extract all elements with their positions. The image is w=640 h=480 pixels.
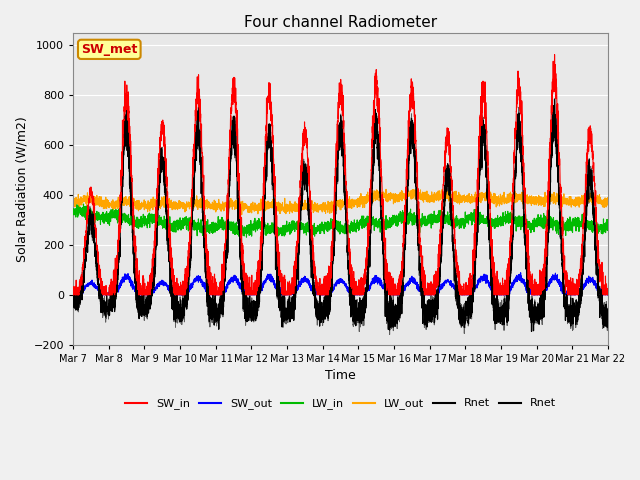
Rnet — [165, 258, 173, 264]
Line: LW_out: LW_out — [73, 189, 608, 215]
SW_out — [604, 292, 612, 298]
LW_in — [461, 217, 468, 223]
LW_in — [491, 216, 499, 222]
Line: SW_out: SW_out — [73, 273, 608, 295]
LW_in — [431, 215, 438, 220]
SW_out — [431, 291, 438, 297]
Rnet — [604, 308, 611, 313]
SW_in — [460, 288, 468, 294]
Line: SW_in: SW_in — [73, 55, 608, 295]
Legend: SW_in, SW_out, LW_in, LW_out, Rnet, Rnet: SW_in, SW_out, LW_in, LW_out, Rnet, Rnet — [120, 394, 561, 414]
Line: LW_in: LW_in — [73, 204, 608, 240]
LW_out — [604, 199, 612, 204]
Rnet — [491, 315, 499, 321]
LW_out — [431, 193, 438, 199]
SW_out — [604, 292, 611, 298]
Rnet — [528, 329, 536, 335]
LW_out — [461, 199, 468, 205]
Title: Four channel Radiometer: Four channel Radiometer — [244, 15, 437, 30]
LW_in — [166, 219, 173, 225]
Rnet — [431, 319, 438, 325]
Rnet — [321, 298, 328, 304]
Rnet — [431, 303, 438, 309]
Rnet — [551, 96, 559, 102]
LW_out — [604, 199, 611, 204]
Rnet — [604, 306, 611, 312]
Rnet — [386, 332, 394, 337]
SW_in — [69, 292, 77, 298]
SW_in — [604, 292, 611, 298]
Rnet — [604, 318, 612, 324]
LW_out — [69, 203, 77, 208]
SW_in — [431, 283, 438, 289]
Rnet — [69, 292, 77, 298]
SW_out — [516, 270, 524, 276]
Rnet — [460, 311, 468, 316]
LW_in — [79, 201, 87, 207]
SW_out — [321, 291, 328, 297]
LW_in — [321, 219, 328, 225]
SW_in — [165, 225, 173, 231]
Rnet — [491, 299, 499, 305]
SW_in — [491, 273, 499, 279]
Line: Rnet: Rnet — [73, 99, 608, 332]
LW_in — [604, 223, 611, 229]
Rnet — [460, 331, 468, 336]
SW_out — [69, 292, 77, 298]
Text: SW_met: SW_met — [81, 43, 138, 56]
SW_in — [604, 292, 612, 298]
LW_out — [413, 186, 420, 192]
Rnet — [551, 98, 559, 104]
LW_out — [238, 212, 246, 217]
LW_in — [273, 237, 281, 242]
Rnet — [321, 294, 328, 300]
Rnet — [604, 318, 612, 324]
X-axis label: Time: Time — [325, 369, 356, 382]
SW_in — [551, 52, 559, 58]
SW_out — [166, 286, 173, 291]
SW_out — [491, 291, 499, 297]
SW_in — [321, 274, 328, 279]
Rnet — [165, 257, 173, 263]
LW_out — [321, 203, 328, 208]
LW_out — [165, 195, 173, 201]
Rnet — [69, 298, 77, 303]
LW_in — [69, 212, 77, 217]
LW_in — [604, 224, 612, 230]
SW_out — [69, 291, 77, 297]
LW_out — [491, 195, 499, 201]
Line: Rnet: Rnet — [73, 101, 608, 335]
Y-axis label: Solar Radiation (W/m2): Solar Radiation (W/m2) — [15, 116, 28, 262]
SW_out — [460, 290, 468, 296]
